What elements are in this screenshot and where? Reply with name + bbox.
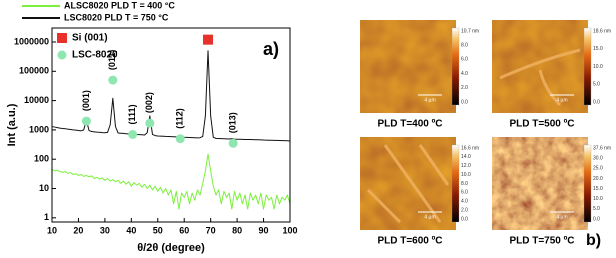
legend-marker xyxy=(57,33,67,43)
peak-label: (001) xyxy=(81,90,91,111)
afm-image xyxy=(368,28,448,105)
y-tick-label: 1000 xyxy=(29,124,49,134)
colorbar-label: 10.0 xyxy=(593,196,603,202)
colorbar xyxy=(583,27,592,106)
peak-marker xyxy=(203,34,214,45)
colorbar-label: 0.0 xyxy=(461,216,468,222)
colorbar-label: 12.0 xyxy=(461,163,471,169)
y-tick-label: 10 xyxy=(39,183,49,193)
image-caption: PLD T=750 ºC xyxy=(509,236,574,247)
peak-label: (002) xyxy=(144,92,154,113)
x-tick-label: 70 xyxy=(206,225,216,235)
x-tick-label: 60 xyxy=(179,225,189,235)
peak-marker xyxy=(145,118,155,128)
colorbar-label: 6.0 xyxy=(461,190,468,196)
peak-label: (112) xyxy=(175,108,185,129)
x-tick-label: 40 xyxy=(126,225,136,235)
x-tick-label: 90 xyxy=(259,225,269,235)
colorbar-label: 5.0 xyxy=(593,206,600,212)
image-caption: PLD T=600 ºC xyxy=(377,236,442,247)
scale-bar-label: 4 µm xyxy=(556,214,567,220)
colorbar-label: 18.6 nm xyxy=(593,28,611,34)
colorbar-label: 14.0 xyxy=(461,154,471,160)
image-caption: PLD T=500 ºC xyxy=(509,119,574,130)
x-tick-label: 20 xyxy=(73,225,83,235)
colorbar-label: 0.0 xyxy=(593,216,600,222)
panel-label: b) xyxy=(586,232,601,249)
colorbar xyxy=(451,27,460,106)
panel-label: a) xyxy=(263,39,279,59)
image-caption: PLD T=400 ºC xyxy=(377,119,442,130)
colorbar-label: 0.0 xyxy=(461,99,468,105)
colorbar-label: 15.0 xyxy=(593,186,603,192)
colorbar-label: 2.0 xyxy=(461,85,468,91)
colorbar-label: 10.0 xyxy=(593,64,603,70)
legend-label: ALSC8020 PLD T = 400 °C xyxy=(64,0,175,10)
afm-image xyxy=(368,145,448,222)
peak-marker xyxy=(228,138,238,148)
colorbar-label: 6.0 xyxy=(461,57,468,63)
colorbar-label: 30.0 xyxy=(593,155,603,161)
x-tick-label: 30 xyxy=(100,225,110,235)
colorbar-label: 2.0 xyxy=(461,207,468,213)
colorbar-label: 20.0 xyxy=(593,176,603,182)
x-tick-label: 80 xyxy=(232,225,242,235)
scale-bar-label: 4 µm xyxy=(424,214,435,220)
colorbar-label: 37.6 nm xyxy=(593,145,611,151)
y-axis-label: Int (a.u.) xyxy=(6,103,18,146)
colorbar-label: 4.0 xyxy=(461,199,468,205)
scale-bar-label: 4 µm xyxy=(556,97,567,103)
colorbar-label: 16.6 nm xyxy=(461,145,479,151)
peak-marker xyxy=(175,134,185,144)
afm-feature xyxy=(383,144,442,223)
colorbar-label: 25.0 xyxy=(593,166,603,172)
afm-feature xyxy=(499,48,581,80)
afm-feature xyxy=(418,144,450,186)
colorbar-label: 5.0 xyxy=(593,82,600,88)
colorbar xyxy=(583,144,592,223)
colorbar-label: 4.0 xyxy=(461,71,468,77)
colorbar-label: 10.7 nm xyxy=(461,28,479,34)
scale-bar-label: 4 µm xyxy=(424,97,435,103)
peak-marker xyxy=(108,75,118,85)
plot-frame xyxy=(51,27,291,223)
legend-label: LSC8020 PLD T = 750 °C xyxy=(64,12,169,22)
x-tick-label: 50 xyxy=(153,225,163,235)
y-tick-label: 1000000 xyxy=(14,36,49,46)
afm-feature xyxy=(366,188,402,224)
legend-label: Si (001) xyxy=(72,33,108,44)
peak-label: (011) xyxy=(107,50,117,71)
y-tick-label: 10000 xyxy=(24,95,49,105)
x-tick-label: 100 xyxy=(282,225,297,235)
colorbar-label: 0.0 xyxy=(593,99,600,105)
y-tick-label: 100 xyxy=(34,154,49,164)
y-tick-label: 1 xyxy=(44,212,49,222)
afm-feature xyxy=(538,69,562,107)
legend-marker xyxy=(57,50,67,60)
legend-label: LSC-8020 xyxy=(72,50,118,61)
data-line xyxy=(51,50,291,142)
colorbar-label: 8.0 xyxy=(461,43,468,49)
data-line xyxy=(51,153,291,210)
x-axis-label: θ/2θ (degree) xyxy=(137,242,205,254)
afm-image xyxy=(500,145,580,222)
colorbar-label: 15.0 xyxy=(593,46,603,52)
afm-panel: 4 µm 10.7 nm 8.0 6.0 4.0 2.0 0.0 PLD T=400 ºC 4 … xyxy=(366,27,611,247)
x-tick-label: 10 xyxy=(47,225,57,235)
colorbar xyxy=(451,144,460,223)
peak-marker xyxy=(81,116,91,126)
afm-image xyxy=(500,28,580,105)
colorbar-label: 10.0 xyxy=(461,172,471,178)
peak-label: (013) xyxy=(228,112,238,133)
y-tick-label: 100000 xyxy=(19,66,49,76)
colorbar-label: 8.0 xyxy=(461,181,468,187)
peak-marker xyxy=(128,129,138,139)
peak-label: (111) xyxy=(127,104,137,124)
